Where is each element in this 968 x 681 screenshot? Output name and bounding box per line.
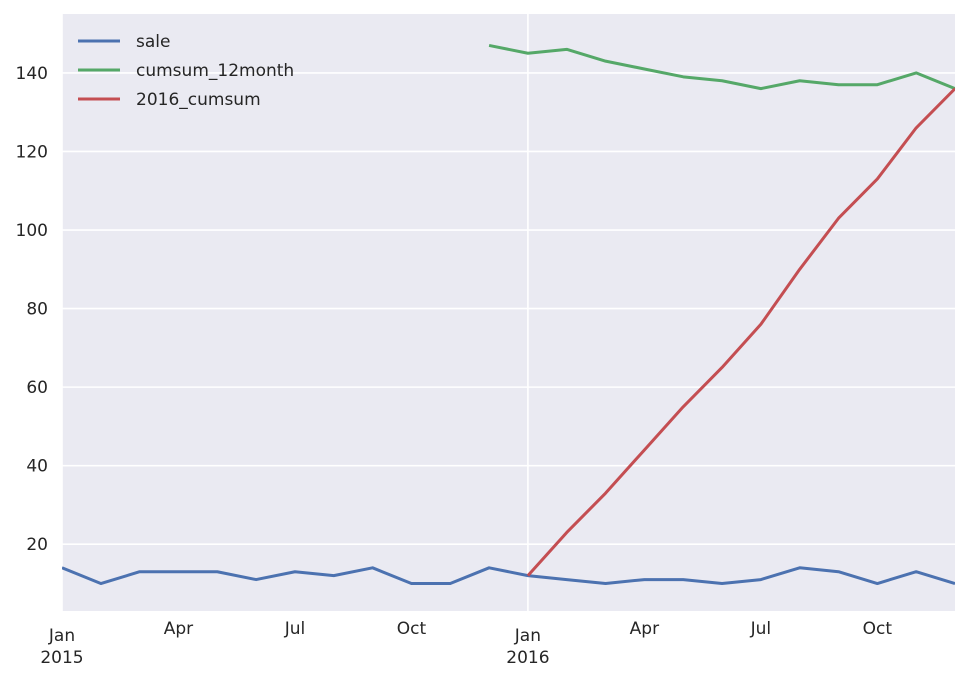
x-tick-label: Oct bbox=[863, 619, 893, 639]
y-tick-label: 140 bbox=[16, 64, 48, 84]
legend: sale cumsum_12month 2016_cumsum bbox=[78, 32, 294, 110]
series-lines bbox=[61, 43, 956, 586]
y-tick-label: 100 bbox=[16, 221, 48, 241]
y-tick-label: 20 bbox=[26, 535, 48, 555]
plot-area bbox=[62, 14, 955, 611]
x-tick-label: Jul bbox=[750, 619, 772, 639]
y-tick-label: 80 bbox=[26, 300, 48, 320]
y-tick-label: 40 bbox=[26, 457, 48, 477]
y-tick-label: 120 bbox=[16, 142, 48, 162]
series-line-sale bbox=[62, 566, 955, 586]
x-tick-label: Jan bbox=[514, 626, 541, 646]
legend-label: 2016_cumsum bbox=[136, 90, 261, 110]
x-tick-year-label: 2016 bbox=[506, 648, 549, 668]
legend-label: cumsum_12month bbox=[136, 61, 294, 81]
x-tick-label: Jul bbox=[284, 619, 306, 639]
y-tick-label: 60 bbox=[26, 378, 48, 398]
grid bbox=[61, 14, 955, 611]
x-tick-label: Apr bbox=[630, 619, 659, 639]
legend-label: sale bbox=[136, 32, 170, 52]
x-tick-label: Oct bbox=[397, 619, 427, 639]
x-tick-label: Apr bbox=[164, 619, 193, 639]
series-line-2016-cumsum bbox=[526, 87, 955, 577]
y-axis-ticks: 20 40 60 80 100 120 140 bbox=[16, 64, 48, 555]
x-tick-year-label: 2015 bbox=[40, 648, 83, 668]
x-tick-label: Jan bbox=[48, 626, 75, 646]
